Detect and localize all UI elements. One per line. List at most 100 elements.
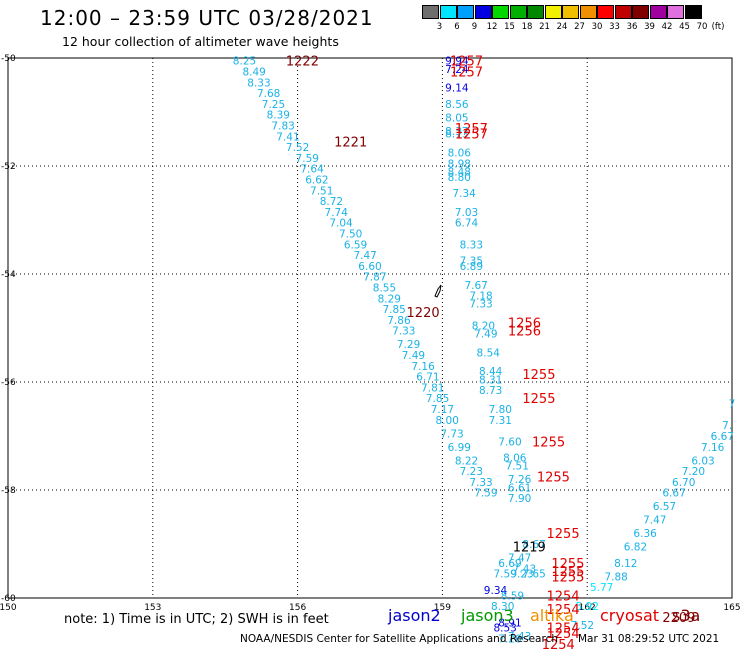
wave-height-value: 6.69 <box>498 558 521 570</box>
wave-height-value: 8.33 <box>247 77 270 89</box>
legend-label: 30 <box>591 22 603 32</box>
pass-time-label: 1257 <box>455 128 488 143</box>
page-subtitle: 12 hour collection of altimeter wave hei… <box>62 34 339 49</box>
satellite-altika: altika <box>530 606 574 625</box>
wave-height-value: 6.82 <box>624 542 647 554</box>
wave-height-value: 7.65 <box>522 569 545 581</box>
legend-label: 12 <box>486 22 498 32</box>
legend-label: 21 <box>539 22 550 32</box>
wave-height-value: 6.74 <box>455 218 479 230</box>
wave-height-value: 7.51 <box>506 461 529 473</box>
wave-height-value: 8.12 <box>614 558 637 570</box>
lon-tick-label: 159 <box>434 603 451 613</box>
wave-height-value: 6.67 <box>662 488 685 500</box>
wave-height-value: 7.43 <box>508 631 531 643</box>
page-title: 12:00 – 23:59 UTC 03/28/2021 <box>40 6 374 30</box>
wave-height-value: 8.05 <box>445 112 468 124</box>
wave-height-value: 7.59 <box>474 488 497 500</box>
wave-height-value: 8.67 <box>522 539 545 551</box>
legend-label: 27 <box>574 22 585 32</box>
lon-tick-label: 165 <box>723 603 740 613</box>
satellite-jason2: jason2 <box>388 606 441 625</box>
pass-time-label: 1257 <box>450 66 483 81</box>
wave-height-value: 8.54 <box>477 347 501 359</box>
wave-height-value: 7.83 <box>271 121 294 133</box>
legend-swatch <box>439 5 457 19</box>
wave-height-value: 7.16 <box>411 361 435 373</box>
pass-time-label: 1254 <box>547 627 580 642</box>
wave-height-value: 7.74 <box>325 207 349 219</box>
wave-height-value: 7.73 <box>440 428 463 440</box>
legend-label: 70 <box>696 22 708 32</box>
wave-height-value: 8.73 <box>445 129 468 141</box>
wave-height-value: 8.39 <box>267 110 290 122</box>
wave-height-value: 7.20 <box>682 466 705 478</box>
wave-height-value: 7.03 <box>455 207 478 219</box>
wave-height-value: 6.36 <box>633 528 657 540</box>
wave-height-value: 8.00 <box>436 415 459 427</box>
pass-time-label: 1220 <box>407 306 440 321</box>
wave-height-value: 6.59 <box>344 239 367 251</box>
legend-swatch <box>509 5 527 19</box>
legend-swatch <box>649 5 667 19</box>
lat-tick-label: -60 <box>1 594 16 604</box>
legend-unit: (ft) <box>711 22 725 32</box>
wave-height-value: 8.25 <box>233 56 256 68</box>
wave-height-value: 7.85 <box>426 393 449 405</box>
wave-height-value: 7.41 <box>276 131 299 143</box>
wave-height-value: 7.88 <box>604 571 627 583</box>
legend-swatch <box>474 5 492 19</box>
wave-height-value: 8.30 <box>491 601 514 613</box>
wave-height-value: 6.62 <box>305 175 328 187</box>
pass-time-label: 1254 <box>547 589 580 604</box>
wave-height-value: 7.52 <box>571 620 594 632</box>
pass-time-label: 1254 <box>542 638 575 650</box>
wave-height-value: 8.59 <box>501 590 524 602</box>
wave-height-value: 7.52 <box>286 142 309 154</box>
legend-swatch <box>457 5 474 19</box>
pass-time-label: 1222 <box>286 55 319 70</box>
plot-frame <box>7 57 733 599</box>
legend-label: 6 <box>454 22 460 32</box>
wave-height-value: 6.70 <box>672 477 695 489</box>
lon-tick-label: 156 <box>289 603 306 613</box>
legend-label: 9 <box>471 22 478 32</box>
legend-label: 42 <box>661 22 673 32</box>
note-text: note: 1) Time is in UTC; 2) SWH is in fe… <box>64 612 329 627</box>
wave-height-value: 7.59 <box>296 153 319 165</box>
legend-label: 15 <box>504 22 515 32</box>
pass-time-label: 1219 <box>513 541 546 556</box>
wave-height-value: 7.25 <box>262 99 285 111</box>
wave-height-value: 8.06 <box>448 148 472 160</box>
wave-height-value: 8.56 <box>445 99 469 111</box>
wave-height-value: 8.73 <box>479 385 502 397</box>
wave-height-value: 5.77 <box>590 582 613 594</box>
legend-swatch <box>614 5 632 19</box>
wave-height-value: 8.06 <box>503 453 527 465</box>
wave-height-value: 7.80 <box>489 404 512 416</box>
wave-height-value: 7.29 <box>397 339 420 351</box>
wave-height-value: 9.34 <box>484 585 508 597</box>
legend-swatch <box>562 5 579 19</box>
legend-swatch <box>544 5 562 19</box>
wave-height-value: 8.20 <box>472 320 495 332</box>
pass-time-label: 1257 <box>455 122 488 137</box>
satellite-s3a: s3a <box>672 606 701 625</box>
wave-height-value: 7.24 <box>445 64 469 76</box>
legend-label: 24 <box>556 22 568 32</box>
wave-height-value: 6.89 <box>460 261 483 273</box>
wave-height-value: 7.67 <box>464 280 487 292</box>
legend-swatch <box>632 5 649 19</box>
footer-timestamp: Mar 31 08:29:52 UTC 2021 <box>578 633 720 645</box>
wave-height-value: 7.35 <box>460 256 483 268</box>
legend-swatch <box>579 5 597 19</box>
wave-height-value: 7.31 <box>489 415 512 427</box>
wave-height-value: 7.64 <box>300 164 324 176</box>
wave-height-value: 7.23 <box>460 466 483 478</box>
pass-time-label: 1255 <box>522 368 555 383</box>
wave-height-value: 7. <box>722 420 732 432</box>
wave-height-value: 7.49 <box>474 328 497 340</box>
legend-swatch <box>492 5 509 19</box>
wave-height-value: 7.85 <box>382 304 405 316</box>
pass-time-label: 1256 <box>508 325 541 340</box>
